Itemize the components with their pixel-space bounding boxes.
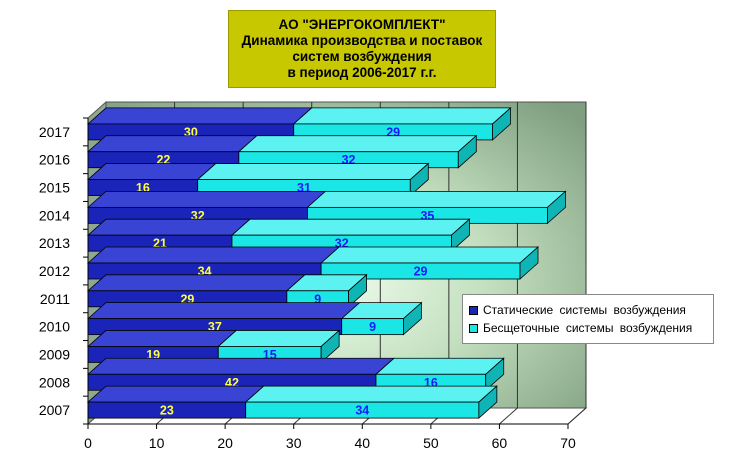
legend-label-brushless: Бесщеточные системы возбуждения [483,321,693,335]
bar-brushless-2009-top [217,330,341,347]
bar-brushless-2013-top [230,218,471,236]
legend-item-brushless: Бесщеточные системы возбуждения [469,319,707,337]
legend: Статические системы возбуждения Бесщеточ… [462,294,714,344]
bar-static-2013-top [86,218,252,236]
value-label-brushless-2007: 34 [355,404,369,418]
bar-end-2008 [485,357,505,392]
bar-end-2011 [348,273,367,308]
bar-end-2014 [547,190,566,225]
y-tick-label-2010: 2010 [39,319,70,335]
x-tick-label-30: 30 [286,435,302,451]
bar-end-2010 [403,301,422,336]
bar-static-2014-top [86,190,327,208]
y-tick-label-2009: 2009 [39,346,70,362]
bar-end-2015 [409,162,429,197]
title-line-2: Динамика производства и поставок [241,33,483,48]
x-tick-label-0: 0 [84,435,92,451]
title-line-3: систем возбуждения [292,49,432,64]
legend-swatch-brushless [469,323,478,333]
x-tick-label-20: 20 [217,435,233,451]
bar-end-2016 [457,134,477,169]
title-line-4: в период 2006-2017 г.г. [287,65,437,80]
y-tick-label-2013: 2013 [39,235,70,251]
legend-label-static: Статические системы возбуждения [483,303,686,317]
bar-static-2011-top [86,274,306,292]
bar-static-2017-top [86,107,313,125]
y-tick-label-2008: 2008 [39,374,70,390]
y-tick-label-2017: 2017 [39,124,70,140]
x-tick-label-60: 60 [492,435,508,451]
x-tick-label-40: 40 [354,435,370,451]
title-line-1: АО "ЭНЕРГОКОМПЛЕКТ" [278,17,446,32]
bar-brushless-2008-top [374,357,505,375]
bar-end-2009 [320,329,340,364]
bar-brushless-2017-top [292,107,512,125]
gridline-floor [567,407,587,425]
value-label-brushless-2011: 9 [314,292,321,306]
bar-brushless-2016-top [237,135,478,153]
bar-end-2012 [519,246,539,280]
x-tick-label-70: 70 [560,435,576,451]
bar-end-2007 [478,385,498,419]
legend-swatch-static [469,305,478,315]
chart-title: АО "ЭНЕРГОКОМПЛЕКТ" Динамика производств… [228,10,496,88]
bar-static-2007-top [86,385,265,403]
bar-static-2016-top [86,135,258,153]
y-tick-label-2012: 2012 [39,263,70,279]
bar-brushless-2012-top [320,246,540,264]
y-tick-label-2011: 2011 [40,291,70,307]
bar-brushless-2015-top [196,163,430,180]
y-tick-label-2016: 2016 [39,152,70,168]
value-label-static-2007: 23 [160,404,174,418]
x-tick-label-10: 10 [149,435,165,451]
legend-item-static: Статические системы возбуждения [469,301,707,319]
bar-static-2012-top [86,246,341,264]
bar-static-2008-top [86,357,396,375]
bar-static-2015-top [86,163,217,180]
bar-brushless-2014-top [306,190,567,208]
gridline-floor [499,407,518,425]
bar-brushless-2007-top [244,385,498,403]
value-label-brushless-2010: 9 [369,320,376,334]
y-tick-label-2014: 2014 [39,207,70,223]
bar-end-2013 [451,218,470,253]
bar-end-2017 [492,107,511,141]
bar-static-2010-top [86,302,361,320]
bar-static-2009-top [86,330,238,347]
y-tick-label-2007: 2007 [39,402,70,418]
y-tick-label-2015: 2015 [39,180,70,196]
value-label-brushless-2012: 29 [414,265,428,279]
x-tick-label-50: 50 [423,435,439,451]
